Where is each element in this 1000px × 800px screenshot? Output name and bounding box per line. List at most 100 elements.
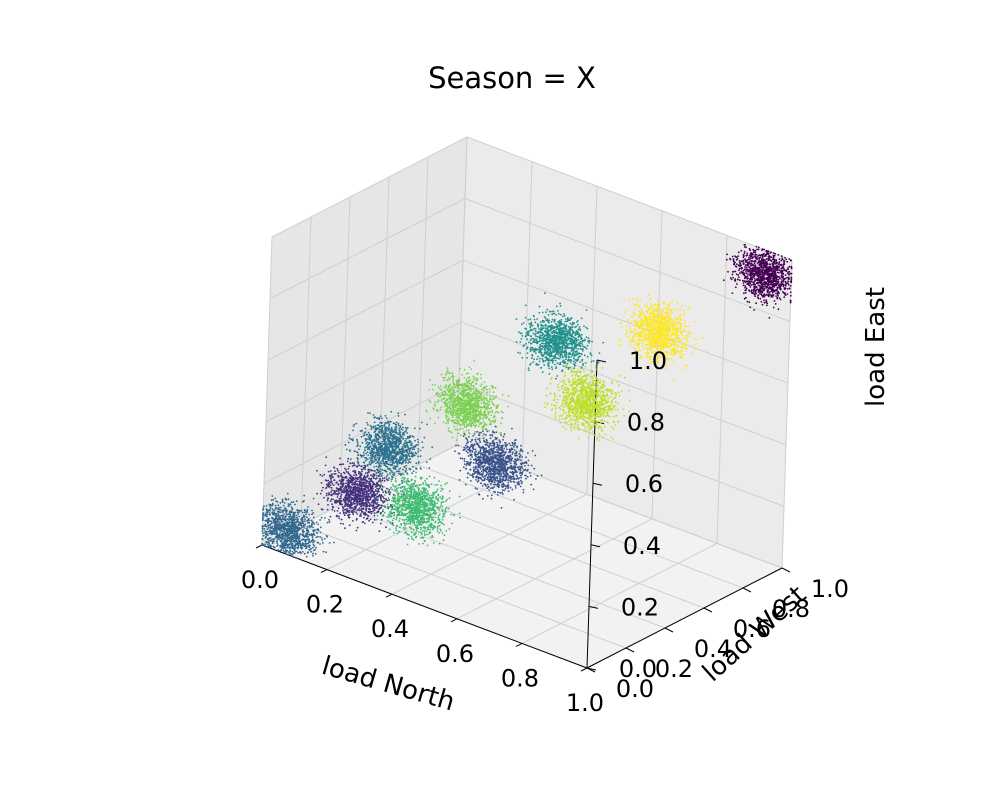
data-point — [536, 336, 539, 338]
data-point — [447, 389, 450, 392]
data-point — [574, 332, 577, 335]
data-point — [573, 322, 575, 324]
data-point — [742, 282, 745, 284]
data-point — [479, 413, 482, 416]
data-point — [556, 362, 559, 365]
data-point — [484, 403, 487, 405]
data-point — [536, 318, 538, 320]
data-point — [625, 325, 628, 327]
grid-line — [460, 321, 787, 446]
data-point — [394, 426, 397, 428]
data-point — [447, 427, 450, 429]
data-point — [391, 462, 394, 464]
data-point — [456, 417, 459, 419]
data-point — [373, 451, 376, 454]
data-point — [369, 424, 372, 427]
data-point — [392, 445, 395, 448]
data-point — [448, 387, 451, 390]
data-point — [656, 306, 659, 309]
data-point — [388, 425, 390, 427]
data-point — [402, 426, 404, 429]
data-point — [418, 461, 420, 463]
data-point — [276, 510, 279, 513]
data-point — [462, 410, 465, 412]
data-point — [474, 430, 476, 433]
data-point — [580, 333, 583, 336]
data-point — [671, 300, 674, 303]
data-point — [673, 308, 676, 310]
data-point — [390, 458, 392, 460]
data-point — [478, 390, 480, 392]
data-point — [495, 405, 498, 408]
data-point — [570, 361, 572, 363]
data-point — [392, 431, 394, 434]
data-point — [489, 411, 492, 413]
data-point — [556, 326, 559, 329]
data-point — [553, 351, 556, 353]
data-point — [544, 339, 546, 342]
data-point — [480, 377, 482, 380]
data-point — [414, 439, 416, 442]
data-point — [375, 436, 378, 439]
data-point — [475, 377, 477, 380]
data-point — [528, 322, 531, 325]
data-point — [675, 321, 678, 324]
data-point — [549, 341, 551, 344]
data-point — [561, 351, 563, 353]
data-point — [442, 398, 445, 400]
data-point — [483, 426, 486, 429]
data-point — [364, 472, 367, 475]
data-point — [358, 464, 361, 467]
data-point — [385, 462, 387, 465]
data-point — [580, 317, 583, 320]
data-point — [369, 463, 372, 466]
data-point — [756, 255, 759, 257]
data-point — [475, 436, 478, 439]
data-point — [391, 437, 393, 440]
data-point — [371, 457, 374, 460]
data-point — [266, 528, 269, 531]
data-point — [564, 336, 567, 339]
data-point — [465, 373, 468, 375]
data-point — [535, 332, 537, 335]
data-point — [658, 303, 661, 306]
data-point — [345, 448, 348, 451]
data-point — [440, 399, 443, 402]
x-tick-mark — [255, 544, 263, 549]
data-point — [565, 358, 567, 361]
data-point — [406, 432, 408, 434]
data-point — [550, 347, 552, 349]
data-point — [403, 459, 405, 462]
data-point — [557, 335, 560, 337]
data-point — [584, 362, 587, 364]
data-point — [453, 422, 456, 425]
data-point — [559, 355, 561, 358]
data-point — [634, 308, 637, 311]
data-point — [467, 415, 469, 418]
data-point — [496, 410, 498, 413]
data-point — [463, 400, 466, 403]
data-point — [376, 447, 378, 450]
data-point — [374, 425, 377, 427]
data-point — [469, 414, 472, 417]
data-point — [395, 442, 398, 445]
data-point — [444, 403, 446, 405]
data-point — [565, 333, 568, 335]
data-point — [646, 326, 649, 329]
data-point — [487, 410, 489, 413]
data-point — [454, 428, 457, 431]
data-point — [492, 398, 494, 400]
y-axis-line — [586, 567, 783, 669]
data-point — [448, 408, 451, 410]
data-point — [477, 372, 479, 375]
data-point — [484, 416, 487, 419]
data-point — [351, 439, 354, 442]
data-point — [407, 447, 410, 449]
data-point — [463, 376, 466, 379]
data-point — [488, 388, 491, 391]
data-point — [399, 448, 402, 451]
data-point — [405, 464, 408, 467]
data-point — [550, 320, 553, 323]
data-point — [552, 359, 555, 362]
data-point — [446, 399, 448, 401]
